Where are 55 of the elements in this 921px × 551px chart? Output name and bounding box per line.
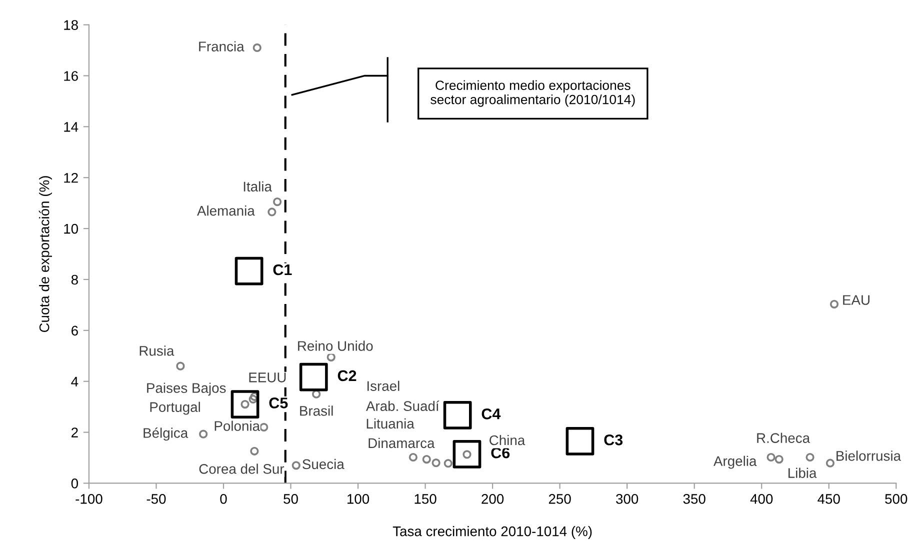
y-tick-label: 4	[71, 376, 78, 386]
annotation: Italia	[244, 181, 272, 192]
x-tick-label: 50	[284, 494, 298, 504]
x-tick-label: 400	[750, 494, 773, 504]
annotation: R.Checa	[757, 432, 810, 443]
annotation: Portugal	[150, 402, 200, 415]
x-tick-label: -100	[76, 494, 102, 504]
annotation: Libia	[788, 468, 817, 478]
x-tick-label: 250	[548, 494, 571, 504]
annotation: China	[490, 434, 526, 446]
annotation: EAU	[843, 295, 870, 305]
x-tick-label: 0	[220, 494, 227, 504]
annotation: Reino Unido	[298, 340, 373, 351]
annotation: Israel	[367, 380, 400, 391]
y-axis-title: Cuota de exportación (%)	[38, 176, 52, 332]
annotation: Suecia	[302, 458, 344, 470]
y-tick-label: 18	[64, 20, 78, 30]
annotation: Bielorrusia	[836, 450, 902, 461]
annotation: Arab. Suadí	[366, 400, 440, 412]
annotation: Polonia	[214, 420, 260, 431]
y-tick-label: 2	[72, 428, 78, 438]
data-label: C4	[482, 408, 501, 420]
annotation: Argelia	[714, 456, 757, 469]
annotation: Dinamarca	[368, 438, 435, 448]
annotation: Alemania	[197, 206, 255, 216]
x-tick-label: 100	[347, 494, 370, 504]
annotation: EEUU	[249, 372, 286, 382]
y-tick-label: 12	[64, 172, 78, 183]
data-label: C3	[604, 434, 623, 446]
x-tick-label: 300	[616, 494, 638, 504]
x-tick-label: 150	[414, 494, 436, 504]
y-tick-label: 8	[71, 274, 78, 285]
x-tick-label: 200	[482, 494, 504, 504]
annotation: Paises Bajos	[147, 382, 226, 396]
x-axis-title: Tasa crecimiento 2010-1014 (%)	[392, 526, 592, 539]
y-tick-label: 14	[64, 122, 78, 132]
x-tick-label: -50	[146, 494, 166, 504]
annotation: Bélgica	[144, 428, 188, 441]
x-tick-label: 500	[885, 494, 908, 504]
y-tick-label: 6	[72, 326, 78, 336]
annotation: Corea del Sur	[199, 464, 284, 474]
x-tick-label: 450	[818, 494, 840, 504]
data-label: C5	[269, 398, 288, 408]
annotation: Brasil	[300, 406, 333, 416]
x-tick-label: 350	[683, 494, 706, 504]
ref-line-label: Crecimiento medio exportaciones sector agroalimentario (2010/1014)	[430, 80, 635, 107]
annotation: Rusia	[140, 346, 174, 356]
y-tick-label: 0	[71, 478, 78, 488]
y-tick-label: 10	[64, 224, 78, 234]
data-label: C1	[273, 264, 292, 276]
data-label: C2	[338, 370, 356, 382]
annotation: Lituania	[366, 418, 414, 429]
y-tick-label: 16	[64, 71, 78, 81]
annotation: Francia	[199, 41, 244, 52]
data-label: C6	[491, 447, 510, 458]
